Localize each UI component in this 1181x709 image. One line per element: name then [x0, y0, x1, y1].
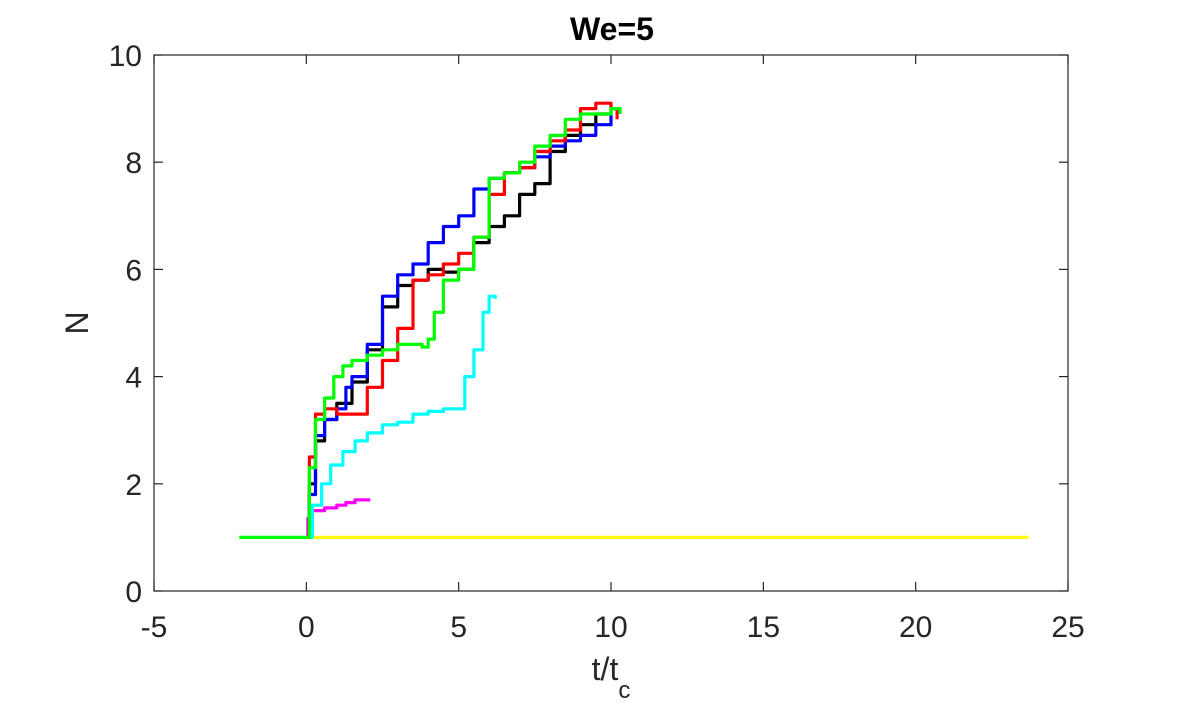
- y-axis-label: N: [59, 311, 95, 334]
- x-tick-label: -5: [141, 611, 168, 644]
- x-tick-label: 20: [899, 611, 932, 644]
- x-tick-label: 5: [450, 611, 467, 644]
- y-tick-label: 4: [125, 362, 142, 395]
- x-tick-label: 25: [1051, 611, 1084, 644]
- series-line-5: [306, 114, 613, 539]
- y-tick-label: 2: [125, 469, 142, 502]
- series-line-7: [239, 107, 622, 539]
- y-tick-label: 8: [125, 147, 142, 180]
- x-tick-label: 15: [747, 611, 780, 644]
- x-axis-label: t/tc: [592, 651, 631, 704]
- y-tick-label: 0: [125, 576, 142, 609]
- series-layer: [239, 101, 1029, 539]
- y-tick-label: 6: [125, 254, 142, 287]
- y-tick-label: 10: [109, 40, 142, 73]
- x-tick-label: 10: [594, 611, 627, 644]
- x-tick-label: 0: [298, 611, 315, 644]
- x-axis-label-subscript: c: [618, 677, 630, 704]
- x-axis-label-main: t/t: [592, 651, 619, 687]
- series-line-4: [306, 108, 613, 539]
- axes-box: [153, 54, 1069, 592]
- chart-title: We=5: [570, 11, 654, 47]
- series-line-6: [306, 101, 619, 539]
- series-line-3: [306, 294, 497, 539]
